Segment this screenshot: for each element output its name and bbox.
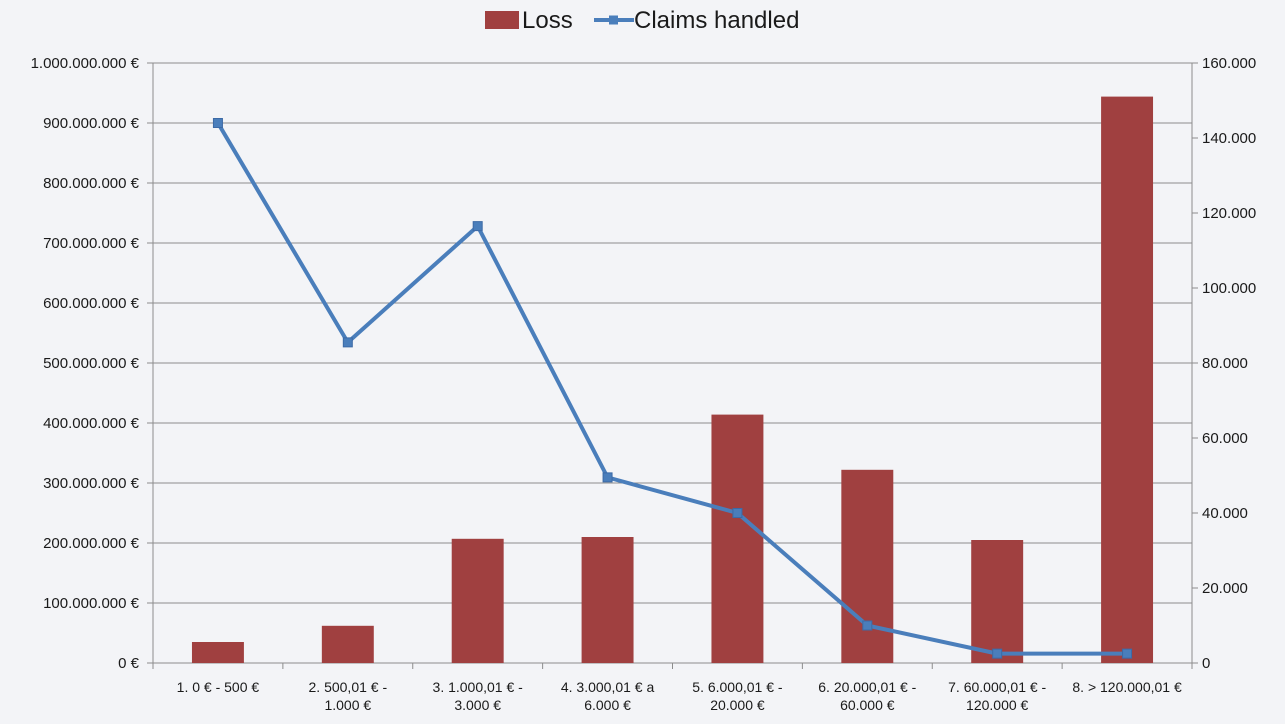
bar-loss bbox=[841, 469, 894, 663]
x-axis-tick-label: 4. 3.000,01 € a 6.000 € bbox=[561, 679, 655, 713]
bar-loss bbox=[191, 642, 244, 663]
point-claims-handled bbox=[732, 508, 743, 518]
x-axis-tick-label: 1. 0 € - 500 € bbox=[177, 679, 260, 695]
legend-swatch-loss bbox=[485, 11, 519, 29]
left-axis-tick-label: 400.000.000 € bbox=[43, 415, 140, 432]
bar-loss bbox=[971, 540, 1024, 663]
left-axis-tick-label: 200.000.000 € bbox=[43, 535, 140, 552]
left-axis-tick-label: 900.000.000 € bbox=[43, 115, 140, 132]
line-claims-handled bbox=[216, 121, 1128, 656]
x-axis-tick-label: 6. 20.000,01 € -60.000 € bbox=[818, 679, 916, 713]
left-axis-tick-label: 600.000.000 € bbox=[43, 295, 140, 312]
left-axis-tick-label: 0 € bbox=[118, 655, 140, 672]
x-axis-tick-label: 2. 500,01 € -1.000 € bbox=[309, 679, 388, 713]
right-axis-tick-label: 40.000 bbox=[1202, 505, 1248, 522]
right-axis-tick-label: 0 bbox=[1202, 655, 1210, 672]
right-axis-tick-label: 120.000 bbox=[1202, 205, 1256, 222]
x-axis-tick-label: 7. 60.000,01 € -120.000 € bbox=[948, 679, 1046, 713]
x-axis-tick-label: 3. 1.000,01 € -3.000 € bbox=[433, 679, 524, 713]
right-axis-tick-label: 80.000 bbox=[1202, 355, 1248, 372]
left-axis-tick-label: 500.000.000 € bbox=[43, 355, 140, 372]
bar-loss bbox=[711, 414, 764, 663]
point-claims-handled bbox=[602, 472, 613, 483]
right-axis-tick-label: 60.000 bbox=[1202, 430, 1248, 447]
left-axis-tick-label: 800.000.000 € bbox=[43, 175, 140, 192]
bar-loss bbox=[321, 625, 374, 663]
x-axis-tick-label: 8. > 120.000,01 € bbox=[1072, 679, 1182, 695]
right-axis-tick-label: 160.000 bbox=[1202, 55, 1256, 72]
legend-label-loss: Loss bbox=[522, 7, 573, 34]
right-axis-tick-label: 140.000 bbox=[1202, 130, 1256, 147]
legend-label-claims-handled: Claims handled bbox=[634, 7, 799, 34]
right-axis-tick-label: 20.000 bbox=[1202, 580, 1248, 597]
left-axis-tick-label: 300.000.000 € bbox=[43, 475, 140, 492]
bar-loss bbox=[1101, 96, 1154, 664]
point-claims-handled bbox=[342, 337, 353, 348]
right-axis-tick-label: 100.000 bbox=[1202, 280, 1256, 297]
point-claims-handled bbox=[992, 648, 1003, 659]
point-claims-handled bbox=[1122, 648, 1133, 659]
left-axis-tick-label: 1.000.000.000 € bbox=[31, 55, 140, 72]
legend-marker-claims bbox=[609, 15, 618, 25]
bar-loss bbox=[451, 538, 504, 663]
bar-loss bbox=[581, 537, 634, 663]
left-axis-tick-label: 100.000.000 € bbox=[43, 595, 140, 612]
legend: Loss Claims handled bbox=[485, 7, 799, 34]
left-axis-tick-label: 700.000.000 € bbox=[43, 235, 140, 252]
point-claims-handled bbox=[862, 620, 873, 631]
point-claims-handled bbox=[472, 221, 483, 232]
x-axis-tick-label: 5. 6.000,01 € -20.000 € bbox=[692, 679, 783, 713]
point-claims-handled bbox=[212, 118, 223, 128]
